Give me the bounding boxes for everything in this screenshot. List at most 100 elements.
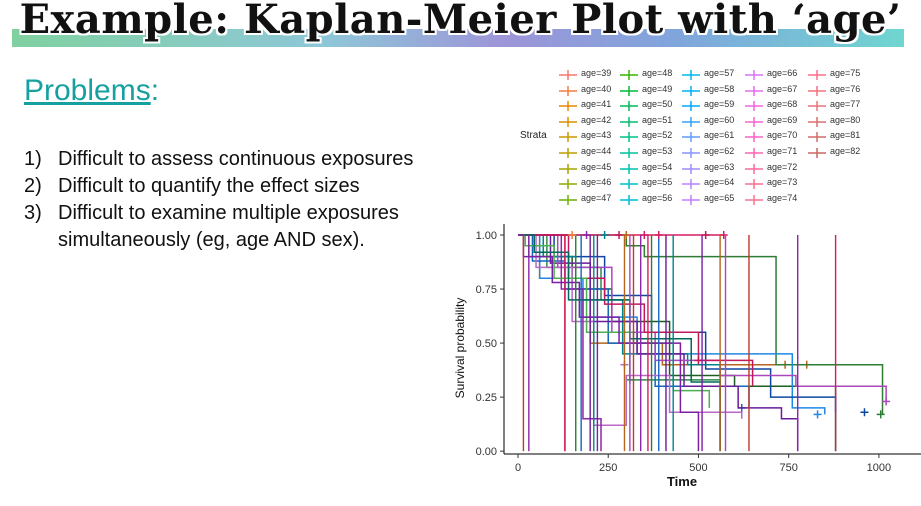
- y-tick-label: 0.50: [476, 338, 497, 350]
- legend-key-icon: [682, 163, 700, 174]
- legend-key-icon: [559, 70, 577, 80]
- legend-label: age=41: [581, 99, 612, 110]
- problems-colon: :: [150, 74, 160, 107]
- legend-key-icon: [620, 116, 638, 127]
- km-plot: 0.00 0.25 0.50 0.75 1.00 0 250 500 750 1000 Time Su…: [440, 210, 921, 502]
- legend-key-icon: [808, 70, 826, 80]
- legend-key-icon: [620, 101, 638, 112]
- legend-key-icon: [808, 132, 826, 143]
- legend-key-icon: [745, 163, 763, 174]
- legend-key-icon: [745, 70, 763, 80]
- problem-number: 2): [24, 175, 42, 197]
- problems-heading-text: Problems: [24, 74, 151, 107]
- legend-label: age=64: [704, 177, 735, 188]
- legend-key-icon: [745, 116, 763, 127]
- legend-key-icon: [559, 148, 577, 158]
- legend-label: age=49: [642, 83, 673, 94]
- legend-label: age=70: [767, 130, 798, 141]
- legend-label: age=68: [767, 99, 798, 110]
- legend-key-icon: [620, 194, 638, 205]
- legend-key-icon: [808, 85, 826, 96]
- legend-key-icon: [745, 148, 763, 158]
- legend-key-icon: [559, 163, 577, 174]
- legend-key-icon: [808, 101, 826, 112]
- legend-key-icon: [745, 194, 763, 205]
- legend-label: age=55: [642, 177, 673, 188]
- legend-label: age=74: [767, 192, 798, 203]
- legend-key-icon: [745, 179, 763, 190]
- legend-key-icon: [620, 70, 638, 80]
- legend-label: age=82: [830, 146, 861, 156]
- problem-item: 2) Difficult to quantify the effect sizes: [24, 173, 444, 200]
- legend-label: age=53: [642, 146, 673, 156]
- survival-curve: [518, 234, 721, 398]
- legend-label: age=67: [767, 83, 798, 94]
- legend-key-icon: [682, 194, 700, 205]
- problem-text: Difficult to quantify the effect sizes: [58, 175, 360, 197]
- x-tick-label: 250: [599, 462, 617, 474]
- problem-number: 3): [24, 202, 42, 224]
- legend-key-icon: [808, 116, 826, 127]
- legend-label: age=46: [581, 177, 612, 188]
- legend-key-icon: [745, 85, 763, 96]
- legend-label: age=72: [767, 161, 798, 172]
- y-tick-label: 1.00: [476, 230, 497, 242]
- problem-text: Difficult to examine multiple exposures …: [58, 202, 399, 251]
- legend-label: age=52: [642, 130, 673, 141]
- problem-item: 1) Difficult to assess continuous exposur…: [24, 146, 444, 173]
- legend-label: age=81: [830, 130, 861, 141]
- legend-label: age=58: [704, 83, 735, 94]
- legend-label: age=63: [704, 161, 735, 172]
- x-tick-label: 1000: [867, 462, 891, 474]
- legend-key-icon: [682, 85, 700, 96]
- legend-label: age=69: [767, 114, 798, 125]
- legend-label: age=57: [704, 68, 735, 78]
- legend-label: age=66: [767, 68, 798, 78]
- problem-number: 1): [24, 148, 42, 170]
- legend-label: age=76: [830, 83, 861, 94]
- legend-label: age=77: [830, 99, 861, 110]
- legend-key-icon: [559, 116, 577, 127]
- legend-key-icon: [559, 132, 577, 143]
- legend-label: age=44: [581, 146, 612, 156]
- legend-label: age=62: [704, 146, 735, 156]
- legend-key-icon: [559, 85, 577, 96]
- problems-heading: Problems:: [24, 74, 159, 108]
- km-plot-svg: 0.00 0.25 0.50 0.75 1.00 0 250 500 750 1000 Time Su…: [453, 224, 921, 489]
- problem-text: Difficult to assess continuous exposures: [58, 148, 414, 170]
- legend-key-icon: [682, 101, 700, 112]
- legend-label: age=51: [642, 114, 673, 125]
- legend-label: age=48: [642, 68, 673, 78]
- x-tick-label: 500: [689, 462, 707, 474]
- legend-label: age=47: [581, 192, 612, 203]
- survival-curve: [518, 234, 799, 452]
- legend-key-icon: [559, 194, 577, 205]
- legend-key-icon: [620, 85, 638, 96]
- legend-key-icon: [559, 101, 577, 112]
- legend-label: age=39: [581, 68, 612, 78]
- survival-curve: [518, 234, 826, 415]
- legend-label: age=65: [704, 192, 735, 203]
- legend-label: age=42: [581, 114, 612, 125]
- y-tick-label: 0.75: [476, 284, 497, 296]
- x-tick-label: 0: [515, 462, 521, 474]
- legend-key-icon: [682, 70, 700, 80]
- legend-key-icon: [808, 148, 826, 158]
- legend-key-icon: [620, 163, 638, 174]
- survival-curve: [518, 234, 754, 387]
- legend-label: age=56: [642, 192, 673, 203]
- legend-label: age=73: [767, 177, 798, 188]
- legend-key-icon: [682, 179, 700, 190]
- legend-key-icon: [745, 132, 763, 143]
- legend-label: age=71: [767, 146, 798, 156]
- y-tick-label: 0.25: [476, 392, 497, 404]
- slide-title: Example: Kaplan-Meier Plot with ‘age’: [19, 0, 902, 43]
- y-tick-label: 0.00: [476, 446, 497, 458]
- legend-key-icon: [682, 132, 700, 143]
- legend-label: age=54: [642, 161, 673, 172]
- legend-title: Strata: [520, 130, 547, 141]
- y-axis-title: Survival probability: [453, 298, 467, 399]
- legend-key-icon: [620, 132, 638, 143]
- legend-label: age=40: [581, 83, 612, 94]
- legend-key-icon: [559, 179, 577, 190]
